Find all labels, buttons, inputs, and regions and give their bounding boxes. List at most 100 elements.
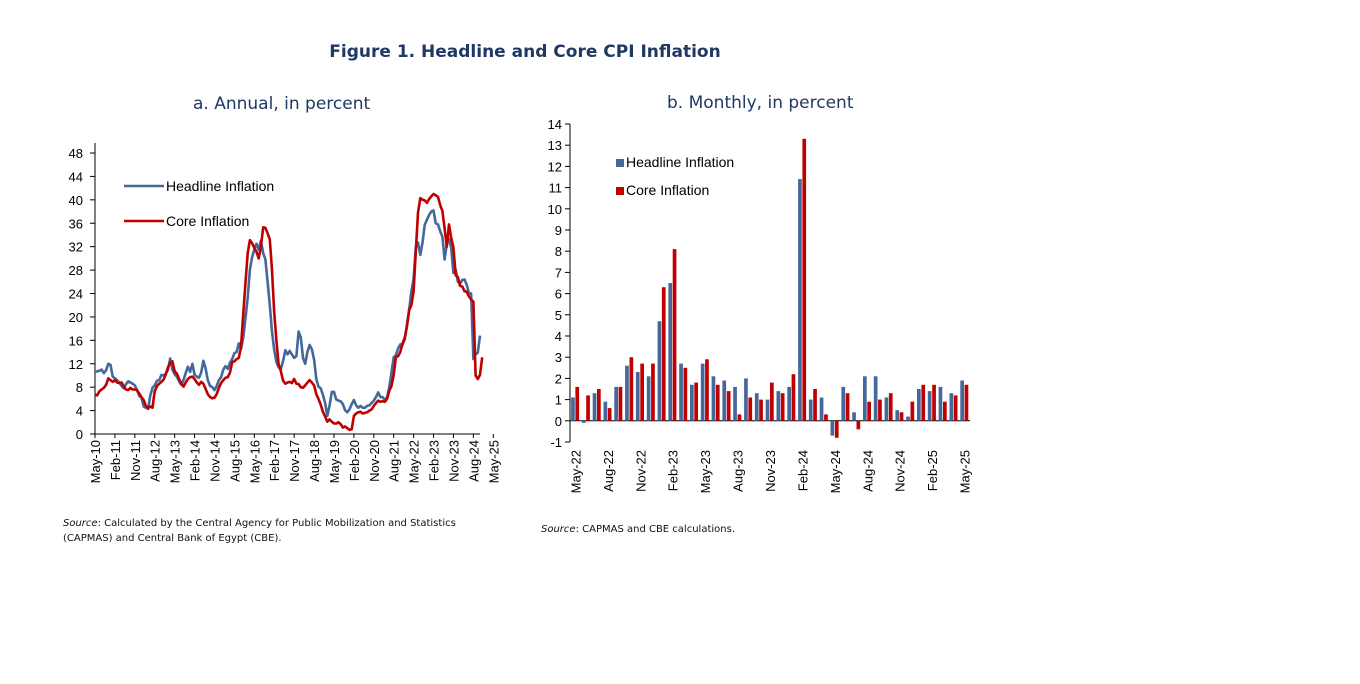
- y-tick-label: 13: [548, 138, 562, 153]
- core-bar: [802, 138, 807, 421]
- core-bar: [683, 367, 688, 421]
- headline-bar: [592, 393, 597, 421]
- x-tick-label: Feb-24: [795, 450, 810, 491]
- core-bar: [575, 386, 580, 421]
- headline-bar: [668, 283, 673, 421]
- x-tick-label: Nov-14: [207, 440, 222, 482]
- x-tick-label: May-25: [958, 450, 973, 493]
- x-tick-label: Nov-11: [128, 440, 143, 481]
- y-tick-label: 12: [548, 159, 562, 174]
- legend-label: Core Inflation: [626, 182, 709, 198]
- x-tick-label: Aug-21: [387, 440, 402, 482]
- y-tick-label: 6: [555, 287, 562, 302]
- core-bar: [651, 363, 655, 421]
- headline-bar: [906, 416, 910, 421]
- headline-bar: [960, 380, 964, 421]
- chart-a-title: a. Annual, in percent: [193, 94, 371, 114]
- headline-bar: [635, 372, 640, 421]
- core-bar: [586, 395, 590, 421]
- legend-label: Core Inflation: [166, 213, 249, 229]
- core-bar: [910, 401, 915, 421]
- core-bar: [964, 384, 969, 421]
- core-bar: [888, 393, 893, 421]
- y-tick-label: 0: [555, 414, 562, 429]
- x-tick-label: Aug-23: [731, 450, 746, 492]
- y-tick-label: 8: [76, 380, 83, 395]
- core-bar: [629, 357, 634, 421]
- headline-bar: [733, 386, 737, 421]
- headline-bar: [917, 389, 921, 421]
- headline-bar: [863, 376, 867, 421]
- source-label: Source: [63, 518, 98, 529]
- core-bar: [899, 412, 904, 421]
- y-tick-label: 4: [76, 404, 83, 419]
- core-bar: [943, 401, 947, 421]
- headline-bar: [798, 179, 802, 421]
- core-bar: [780, 393, 785, 421]
- y-tick-label: 32: [69, 240, 83, 255]
- x-tick-label: Nov-23: [446, 440, 461, 482]
- x-tick-label: Nov-20: [367, 440, 382, 482]
- headline-bar: [808, 399, 813, 421]
- x-tick-label: Nov-22: [633, 450, 648, 492]
- headline-bar: [744, 378, 748, 421]
- headline-bar: [722, 380, 727, 421]
- figure-title: Figure 1. Headline and Core CPI Inflatio…: [329, 42, 721, 62]
- core-bar: [791, 374, 796, 421]
- headline-bar: [679, 363, 683, 421]
- x-tick-label: May-22: [568, 450, 583, 493]
- x-tick-label: Aug-15: [227, 440, 242, 482]
- x-tick-label: May-25: [486, 440, 501, 483]
- x-tick-label: Aug-24: [466, 440, 481, 482]
- core-bar: [824, 414, 828, 421]
- headline-bar: [938, 386, 943, 421]
- core-bar: [770, 382, 774, 421]
- y-tick-label: 36: [69, 216, 83, 231]
- legend-swatch: [616, 187, 624, 195]
- x-tick-label: May-13: [168, 440, 183, 483]
- y-tick-label: 7: [555, 265, 562, 280]
- x-tick-label: Nov-23: [763, 450, 778, 492]
- headline-bar: [841, 386, 846, 421]
- core-bar: [726, 391, 731, 421]
- source-text: : CAPMAS and CBE calculations.: [575, 524, 735, 535]
- core-bar: [694, 382, 698, 421]
- headline-bar: [852, 412, 856, 421]
- core-bar: [618, 386, 623, 421]
- chart-b-title: b. Monthly, in percent: [667, 93, 854, 113]
- y-tick-label: 48: [69, 146, 83, 161]
- x-tick-label: Aug-18: [307, 440, 322, 482]
- headline-bar: [754, 393, 759, 421]
- y-tick-label: 0: [76, 427, 83, 442]
- core-bar: [834, 420, 839, 438]
- headline-bar: [895, 410, 900, 421]
- source-text: : Calculated by the Central Agency for P…: [63, 518, 456, 544]
- x-tick-label: Nov-17: [287, 440, 302, 482]
- core-bar: [661, 287, 666, 421]
- headline-bar: [776, 391, 781, 421]
- headline-bar: [625, 365, 629, 421]
- core-bar: [932, 384, 936, 421]
- x-tick-label: Aug-24: [860, 450, 875, 492]
- y-tick-label: -1: [550, 435, 562, 450]
- y-tick-label: 2: [555, 371, 562, 386]
- x-tick-label: Feb-20: [347, 440, 362, 481]
- x-tick-label: May-10: [88, 440, 103, 483]
- core-bar: [705, 359, 709, 421]
- x-tick-label: Feb-14: [188, 440, 203, 481]
- headline-bar: [884, 397, 889, 421]
- x-tick-label: Feb-23: [427, 440, 442, 481]
- y-tick-label: 24: [69, 287, 83, 302]
- core-bar: [640, 363, 644, 421]
- core-inflation-line: [94, 192, 484, 432]
- headline-bar: [614, 386, 618, 421]
- core-bar: [878, 399, 882, 421]
- y-tick-label: 44: [69, 169, 83, 184]
- legend-label: Headline Inflation: [166, 178, 274, 194]
- headline-bar: [830, 420, 835, 436]
- x-tick-label: May-23: [698, 450, 713, 493]
- headline-bar: [690, 384, 694, 421]
- y-tick-label: 11: [549, 181, 563, 196]
- y-tick-label: 28: [69, 263, 83, 278]
- headline-bar: [700, 363, 705, 421]
